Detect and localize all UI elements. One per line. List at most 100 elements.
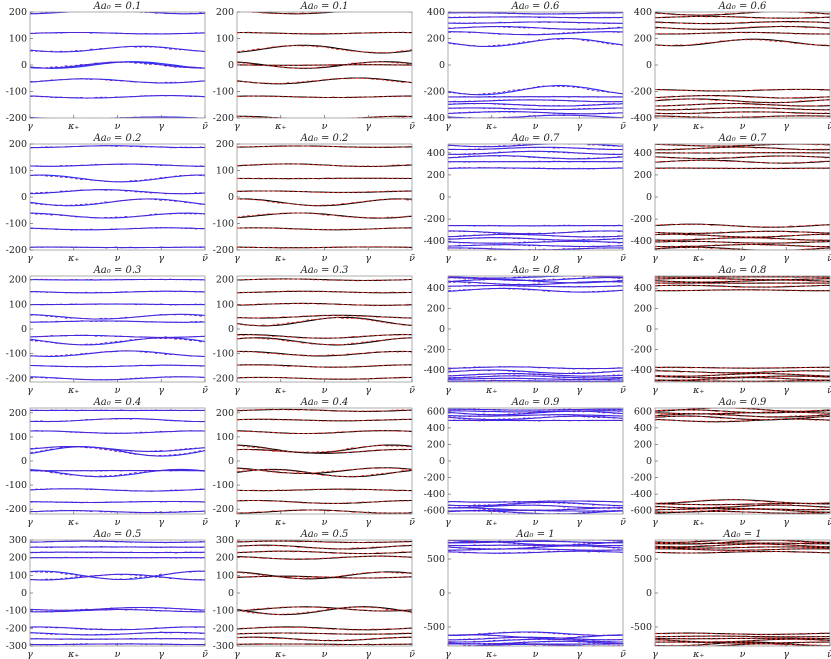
y-tick-label: -400	[424, 236, 445, 247]
band-line-dashed	[237, 61, 412, 69]
band-line-dashed	[448, 501, 623, 507]
band-line-solid	[30, 45, 205, 53]
y-tick-label: 100	[9, 166, 27, 177]
band-line-dashed	[448, 150, 623, 156]
x-tick-label: κ₊	[692, 121, 704, 132]
band-line-dashed	[30, 227, 205, 231]
y-tick-label: -300	[213, 641, 234, 652]
panel-title: Aa₀ = 1	[515, 529, 554, 540]
band-panel-19: Aa₀ = 1 -500 0 500 γ κ₊ ν γ ν̃	[424, 529, 626, 659]
band-line-dashed	[448, 240, 623, 244]
band-line-dashed	[448, 373, 623, 377]
panel-title: Aa₀ = 0.8	[511, 265, 560, 276]
band-line-dashed	[237, 632, 412, 636]
x-tick-label: γ	[445, 649, 451, 659]
band-line-dashed	[448, 167, 623, 170]
band-line-dashed	[448, 631, 623, 636]
x-tick-label: ν̃	[827, 649, 831, 659]
band-line-dashed	[237, 190, 412, 194]
y-tick-label: -500	[424, 622, 445, 633]
panel-title: Aa₀ = 0.5	[93, 529, 142, 540]
y-tick-label: 0	[646, 324, 652, 335]
band-line-dashed	[448, 410, 623, 416]
band-line-dashed	[237, 145, 412, 149]
x-tick-label: κ₊	[485, 385, 497, 396]
band-line-dashed	[448, 160, 623, 163]
panel-frame	[447, 407, 624, 515]
band-line-dashed	[237, 488, 412, 492]
plot-area	[655, 12, 830, 118]
y-tick-label: 200	[634, 34, 652, 45]
band-line-dashed	[30, 430, 205, 435]
y-tick-label: -100	[213, 606, 234, 617]
y-tick-label: 100	[9, 299, 27, 310]
y-tick-label: 100	[216, 570, 234, 581]
x-tick-label: ν	[322, 253, 328, 264]
y-tick-label: -200	[424, 473, 445, 484]
band-line-dashed	[30, 163, 205, 168]
x-tick-label: κ₊	[67, 517, 79, 528]
band-line-dashed	[448, 236, 623, 242]
panel-frame	[29, 143, 206, 251]
band-line-solid	[655, 98, 830, 104]
band-line-dashed	[30, 364, 205, 368]
band-line-dashed	[30, 551, 205, 554]
plot-area	[30, 540, 205, 646]
band-panel-15: Aa₀ = 0.9 -600 -400 -200 0 200 400 600 γ κ₊ ν γ ν̃	[424, 397, 626, 528]
band-panel-13: Aa₀ = 0.4 -200 -100 0 100 200 γ κ₊ ν γ ν̃	[6, 397, 208, 528]
band-line-dashed	[30, 212, 205, 219]
band-panel-18: Aa₀ = 0.5 -300 -200 -100 0 100 200 300 γ κ₊ ν γ ν̃	[213, 529, 415, 659]
panel-frame	[654, 407, 831, 515]
plot-area	[30, 409, 205, 514]
x-tick-label: γ	[652, 649, 658, 659]
x-tick-label: κ₊	[485, 121, 497, 132]
band-line-dashed	[30, 540, 205, 544]
x-tick-label: κ₊	[485, 253, 497, 264]
band-line-dashed	[448, 278, 623, 284]
x-tick-label: γ	[234, 253, 240, 264]
y-tick-label: 400	[427, 283, 445, 294]
band-line-dashed	[30, 350, 205, 357]
y-tick-label: 0	[228, 456, 234, 467]
band-line-solid	[448, 369, 623, 375]
y-tick-label: -100	[6, 480, 27, 491]
band-line-dashed	[448, 224, 623, 227]
band-line-solid	[237, 198, 412, 207]
y-tick-label: -400	[631, 113, 652, 124]
band-line-solid	[655, 95, 830, 99]
band-line-dashed	[30, 12, 205, 15]
x-tick-label: ν̃	[202, 517, 208, 528]
y-tick-label: 200	[9, 408, 27, 419]
band-line-dashed	[655, 543, 830, 548]
x-tick-label: κ₊	[692, 517, 704, 528]
band-line-dashed	[655, 230, 830, 235]
x-tick-label: ν	[322, 517, 328, 528]
x-tick-label: κ₊	[67, 253, 79, 264]
y-tick-label: -200	[631, 473, 652, 484]
panel-title: Aa₀ = 0.9	[511, 397, 560, 408]
band-line-dashed	[448, 500, 623, 503]
y-tick-label: -100	[6, 219, 27, 230]
band-line-dashed	[448, 31, 623, 36]
panel-title: Aa₀ = 0.9	[718, 397, 767, 408]
plot-area	[30, 12, 205, 118]
x-tick-label: κ₊	[67, 649, 79, 659]
band-line-dashed	[30, 626, 205, 631]
y-tick-label: -100	[213, 480, 234, 491]
y-tick-label: 100	[9, 570, 27, 581]
y-tick-label: -100	[213, 87, 234, 98]
band-line-dashed	[237, 63, 412, 67]
band-line-dashed	[655, 411, 830, 415]
band-line-dashed	[448, 12, 623, 15]
y-tick-label: 200	[216, 7, 234, 18]
panel-title: Aa₀ = 0.7	[511, 133, 560, 144]
band-panel-12: Aa₀ = 0.8 -400 -200 0 200 400 γ κ₊ ν γ ν̃	[631, 265, 831, 396]
band-line-dashed	[237, 198, 412, 207]
y-tick-label: 300	[9, 535, 27, 546]
band-line-dashed	[237, 626, 412, 631]
band-line-dashed	[30, 78, 205, 84]
band-line-dashed	[30, 313, 205, 320]
y-tick-label: 200	[427, 34, 445, 45]
band-line-dashed	[655, 632, 830, 636]
y-tick-label: 0	[439, 60, 445, 71]
